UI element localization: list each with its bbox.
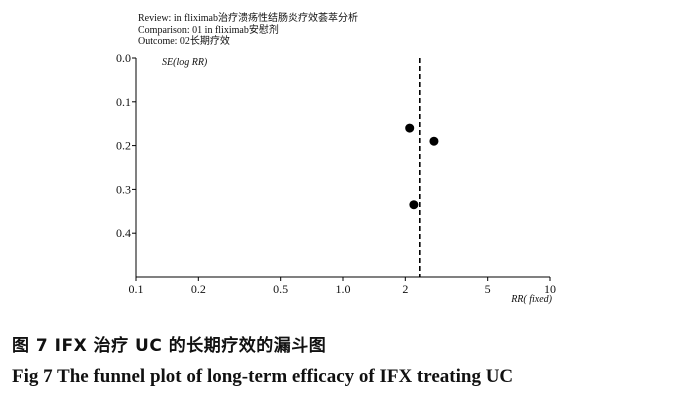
x-tick-label: 0.2: [191, 282, 206, 296]
y-axis-label: SE(log RR): [162, 57, 208, 68]
x-axis-label: RR( fixed): [510, 294, 552, 305]
x-tick-label: 2: [402, 282, 408, 296]
funnel-plot: 0.0 0.1 0.2 0.3 0.4 0.1 0.2 0.5 1.0 2 5 10 SE(log RR…: [116, 51, 556, 305]
y-tick-label: 0.0: [116, 51, 131, 65]
y-tick-label: 0.1: [116, 95, 131, 109]
x-tick-label: 10: [544, 282, 556, 296]
x-tick-label: 0.5: [273, 282, 288, 296]
x-tick-label: 5: [485, 282, 491, 296]
comparison-label: Comparison: 01 in fliximab安慰剂: [138, 25, 279, 36]
x-tick-label: 1.0: [336, 282, 351, 296]
outcome-label: Outcome: 02长期疗效: [138, 36, 230, 47]
review-title: Review: in fliximab治疗溃疡性结肠炎疗效荟萃分析: [138, 13, 358, 24]
y-tick-label: 0.4: [116, 226, 131, 240]
study-point: [429, 136, 439, 146]
figure-caption-english: Fig 7 The funnel plot of long-term effic…: [12, 366, 514, 387]
plot-axes: 0.0 0.1 0.2 0.3 0.4 0.1 0.2 0.5 1.0 2 5 10 SE(log RR…: [116, 51, 556, 305]
y-tick-label: 0.3: [116, 182, 131, 196]
x-tick-label: 0.1: [129, 282, 144, 296]
y-tick-label: 0.2: [116, 139, 131, 153]
plot-marks: [405, 58, 439, 277]
figure-caption-chinese: 图 7 IFX 治疗 UC 的长期疗效的漏斗图: [12, 336, 327, 356]
study-point: [409, 200, 419, 210]
study-point: [405, 123, 415, 133]
